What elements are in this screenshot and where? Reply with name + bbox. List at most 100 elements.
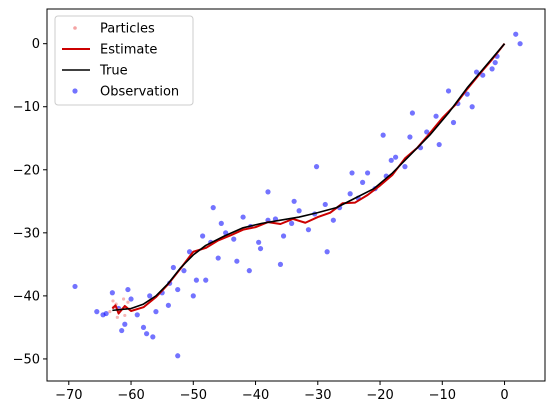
true-line — [112, 43, 506, 312]
observation-point — [305, 227, 312, 233]
particle-point — [121, 297, 126, 301]
y-tick-label: 0 — [32, 37, 40, 52]
observation-point — [150, 334, 156, 340]
observation-point — [231, 236, 237, 242]
estimate-line — [111, 43, 506, 315]
observation-point — [144, 331, 150, 337]
legend-label: Particles — [100, 22, 155, 37]
observation-point — [193, 277, 199, 283]
observation-point — [165, 302, 171, 308]
particle-point — [111, 299, 115, 303]
observation-point — [347, 191, 353, 197]
observation-point — [200, 233, 206, 239]
legend-label: True — [99, 64, 128, 79]
observation-point — [393, 154, 399, 160]
observation-point — [246, 268, 252, 274]
particle-point — [126, 300, 130, 304]
observation-point — [313, 164, 320, 170]
y-axis: 0 −10 −20 −30 −40 −50 — [13, 37, 47, 367]
observation-point — [450, 119, 457, 126]
observation-point — [436, 141, 442, 148]
observation-point — [186, 249, 193, 255]
observation-point — [330, 217, 336, 223]
observation-point — [218, 220, 224, 226]
observation-point — [94, 309, 100, 315]
observation-point — [445, 88, 452, 94]
observation-point — [380, 132, 386, 138]
observation-point — [153, 309, 159, 315]
observation-point — [480, 72, 486, 78]
observation-point — [364, 170, 371, 176]
observation-point — [489, 66, 495, 72]
observation-point — [181, 268, 187, 274]
observation-point — [513, 31, 519, 37]
x-tick-label: 0 — [500, 388, 508, 403]
trajectory-lines — [111, 43, 506, 315]
observation-point — [128, 296, 134, 302]
plot-frame — [46, 8, 546, 382]
observation-point — [291, 198, 297, 204]
observation-point — [424, 129, 430, 135]
observation-point — [257, 245, 264, 252]
x-tick-label: −30 — [304, 388, 331, 403]
x-tick-label: −60 — [117, 388, 144, 403]
observation-point — [360, 179, 366, 185]
observation-point — [473, 69, 480, 75]
y-tick-label: −50 — [13, 352, 40, 367]
x-tick-label: −20 — [366, 388, 393, 403]
observation-point — [119, 327, 125, 334]
observation-point — [109, 290, 115, 296]
observation-point — [296, 208, 302, 214]
observation-point — [170, 264, 176, 271]
observation-point — [324, 249, 330, 255]
y-tick-label: −10 — [13, 100, 40, 115]
observation-point — [134, 312, 140, 318]
observation-points — [72, 31, 523, 359]
y-tick-label: −30 — [13, 226, 40, 241]
y-tick-label: −20 — [13, 163, 40, 178]
observation-point — [147, 293, 153, 299]
observation-point — [210, 205, 216, 211]
x-axis: −70 −60 −50 −40 −30 −20 −10 0 — [55, 381, 509, 403]
observation-point — [215, 255, 221, 261]
observation-point — [100, 312, 106, 318]
x-tick-label: −40 — [242, 388, 269, 403]
observation-point — [388, 157, 394, 163]
observation-point — [433, 113, 439, 119]
observation-point — [190, 293, 196, 299]
observation-point — [140, 324, 147, 331]
observation-point — [72, 283, 78, 290]
observation-point — [464, 91, 470, 97]
y-tick-label: −40 — [13, 289, 40, 304]
legend-label: Estimate — [100, 43, 157, 58]
legend-particles-swatch — [73, 26, 77, 30]
observation-point — [234, 258, 240, 264]
particle-point — [108, 310, 112, 314]
x-tick-label: −10 — [429, 388, 456, 403]
observation-point — [349, 170, 355, 176]
observation-point — [289, 220, 295, 226]
observation-point — [469, 104, 475, 110]
observation-point — [517, 41, 523, 47]
observation-point — [203, 277, 209, 283]
x-tick-label: −50 — [180, 388, 207, 403]
observation-point — [402, 164, 408, 170]
observation-point — [407, 134, 413, 140]
particle-point — [115, 315, 119, 319]
observation-point — [280, 233, 287, 239]
observation-point — [175, 353, 181, 359]
observation-point — [240, 214, 246, 220]
observation-point — [277, 261, 284, 267]
observation-point — [125, 286, 131, 293]
legend-label: Observation — [100, 85, 179, 100]
observation-point — [122, 321, 128, 327]
observation-point — [175, 286, 181, 293]
observation-point — [322, 201, 328, 208]
legend-observation-swatch — [72, 88, 78, 94]
legend-box — [54, 15, 194, 106]
observation-point — [256, 239, 262, 245]
x-tick-label: −70 — [55, 388, 82, 403]
particle-point — [123, 313, 127, 318]
observation-point — [492, 59, 498, 66]
observation-point — [409, 110, 416, 116]
